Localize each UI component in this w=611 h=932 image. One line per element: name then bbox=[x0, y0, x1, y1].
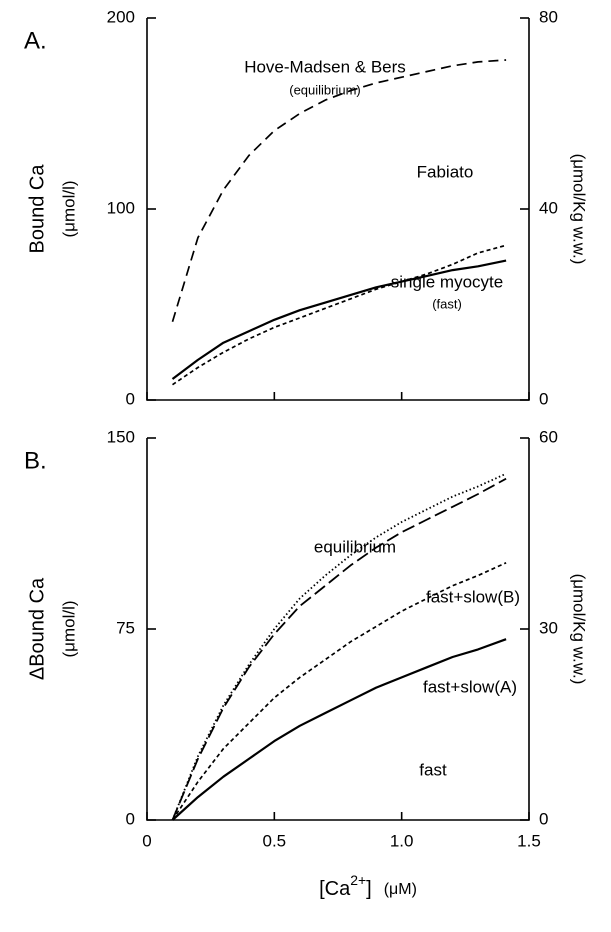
series-line bbox=[171, 59, 507, 322]
x-tick-label: 0.5 bbox=[263, 831, 287, 850]
series-note: (equilibrium) bbox=[289, 82, 361, 97]
y2-tick-label: 0 bbox=[539, 389, 548, 408]
y-tick-label: 200 bbox=[107, 7, 135, 26]
x-axis-title-part: [Ca bbox=[319, 878, 351, 900]
series-label: fast+slow(B) bbox=[426, 587, 520, 606]
y-tick-label: 0 bbox=[126, 809, 135, 828]
y2-axis-title: (μmol/Kg w.w.) bbox=[570, 154, 589, 265]
y2-tick-label: 30 bbox=[539, 618, 558, 637]
x-axis-title: [Ca2+] (μM) bbox=[319, 872, 417, 901]
y2-tick-label: 0 bbox=[539, 809, 548, 828]
series-label: equilibrium bbox=[314, 537, 396, 556]
series-note: (fast) bbox=[432, 296, 462, 311]
series-label: fast bbox=[419, 760, 447, 779]
y-tick-label: 75 bbox=[116, 618, 135, 637]
y-tick-label: 0 bbox=[126, 389, 135, 408]
y-tick-label: 100 bbox=[107, 198, 135, 217]
x-tick-label: 0 bbox=[142, 831, 151, 850]
series-label: single myocyte bbox=[391, 272, 503, 291]
series-line bbox=[171, 477, 507, 821]
axis-line bbox=[146, 438, 530, 821]
y-axis-title: Bound Ca bbox=[26, 164, 48, 254]
series-line bbox=[171, 259, 507, 380]
x-tick-label: 1.0 bbox=[390, 831, 414, 850]
series-line bbox=[171, 638, 507, 821]
series-label: Hove-Madsen & Bers bbox=[244, 57, 406, 76]
x-axis-unit: (μM) bbox=[384, 881, 417, 898]
y-axis-unit: (μmol/l) bbox=[59, 600, 78, 657]
x-tick-label: 1.5 bbox=[517, 831, 541, 850]
x-axis-title-part: ] bbox=[366, 878, 372, 900]
y-axis-unit: (μmol/l) bbox=[59, 180, 78, 237]
y2-tick-label: 80 bbox=[539, 7, 558, 26]
y-axis-title: ΔBound Ca bbox=[26, 577, 48, 680]
y2-tick-label: 40 bbox=[539, 198, 558, 217]
series-label: Fabiato bbox=[417, 162, 474, 181]
y2-axis-title: (μmol/Kg w.w.) bbox=[570, 574, 589, 685]
series-line bbox=[172, 244, 507, 386]
series-line bbox=[171, 562, 507, 821]
x-axis-title-sup: 2+ bbox=[350, 872, 366, 888]
series-line bbox=[171, 472, 507, 821]
y2-tick-label: 60 bbox=[539, 427, 558, 446]
series-label: fast+slow(A) bbox=[423, 677, 517, 696]
panel-label: A. bbox=[24, 27, 47, 54]
panel-label: B. bbox=[24, 447, 47, 474]
y-tick-label: 150 bbox=[107, 427, 135, 446]
